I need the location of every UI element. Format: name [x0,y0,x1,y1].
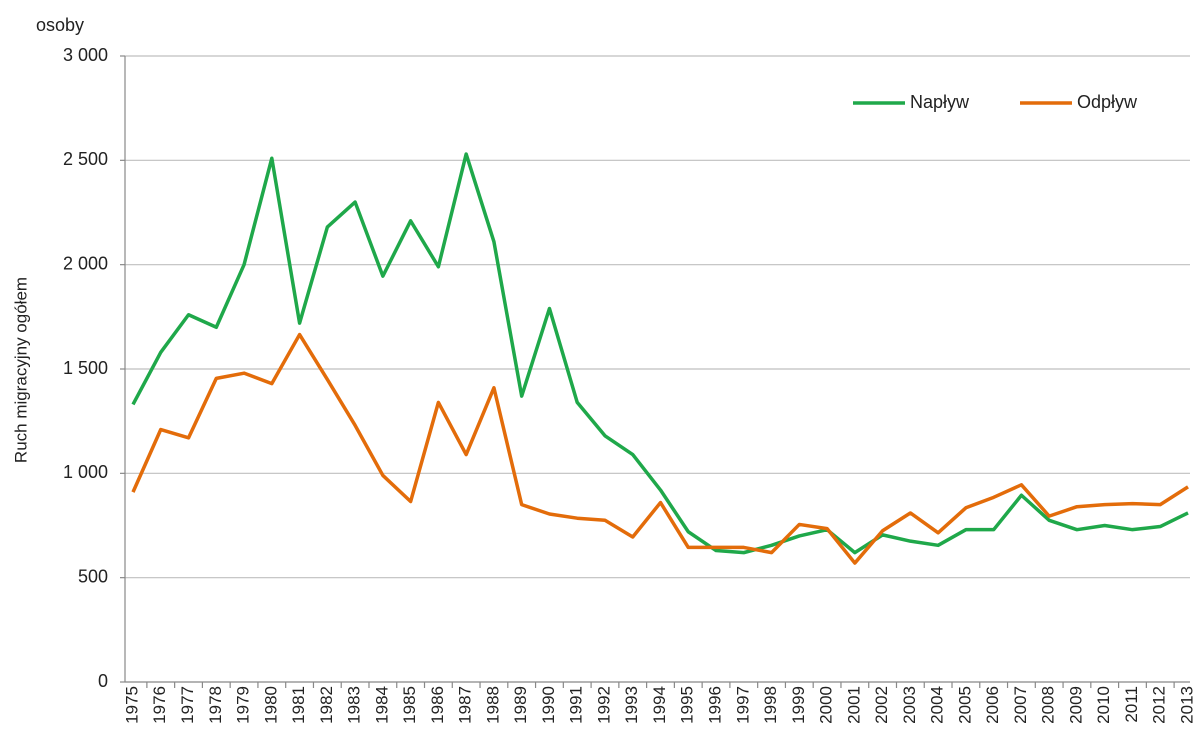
x-tick-label: 1991 [567,686,586,724]
x-tick-label: 2008 [1039,686,1058,724]
x-tick-label: 2004 [928,686,947,724]
y-tick-label: 1 000 [63,462,108,482]
y-unit-label: osoby [36,15,84,35]
x-tick-label: 1989 [511,686,530,724]
x-tick-label: 2007 [1011,686,1030,724]
x-tick-label: 1994 [650,686,669,724]
x-tick-label: 2006 [983,686,1002,724]
y-tick-label: 0 [98,671,108,691]
x-tick-label: 1980 [261,686,280,724]
x-tick-label: 2001 [844,686,863,724]
x-tick-label: 1993 [622,686,641,724]
x-tick-label: 2009 [1066,686,1085,724]
x-tick-label: 2010 [1094,686,1113,724]
x-tick-label: 1999 [789,686,808,724]
x-tick-label: 1975 [122,686,141,724]
x-tick-label: 1977 [178,686,197,724]
legend-label: Odpływ [1077,92,1138,112]
x-tick-label: 1978 [206,686,225,724]
legend-label: Napływ [910,92,970,112]
y-tick-label: 3 000 [63,45,108,65]
line-series [131,152,1189,555]
x-tick-label: 2002 [872,686,891,724]
x-tick-label: 1998 [761,686,780,724]
x-tick-label: 1982 [317,686,336,724]
x-tick-label: 1979 [234,686,253,724]
x-tick-label: 1981 [289,686,308,724]
x-tick-label: 2011 [1122,686,1141,723]
x-tick-label: 2003 [900,686,919,724]
x-tick-label: 1984 [372,686,391,724]
x-tick-label: 1987 [456,686,475,724]
y-tick-label: 1 500 [63,358,108,378]
x-tick-label: 1983 [345,686,364,724]
x-tick-label: 1992 [594,686,613,724]
y-axis-title: Ruch migracyjny ogółem [11,277,30,463]
x-tick-label: 2013 [1177,686,1196,724]
x-tick-label: 2000 [817,686,836,724]
x-tick-label: 1986 [428,686,447,724]
y-tick-label: 500 [78,566,108,586]
line-series [131,332,1189,565]
x-tick-label: 2012 [1150,686,1169,724]
x-tick-label: 1988 [483,686,502,724]
y-tick-label: 2 500 [63,149,108,169]
x-tick-label: 1976 [150,686,169,724]
x-tick-label: 1997 [733,686,752,724]
y-tick-label: 2 000 [63,253,108,273]
x-tick-label: 2005 [955,686,974,724]
x-tick-label: 1995 [678,686,697,724]
x-tick-label: 1990 [539,686,558,724]
x-tick-label: 1985 [400,686,419,724]
x-tick-label: 1996 [706,686,725,724]
